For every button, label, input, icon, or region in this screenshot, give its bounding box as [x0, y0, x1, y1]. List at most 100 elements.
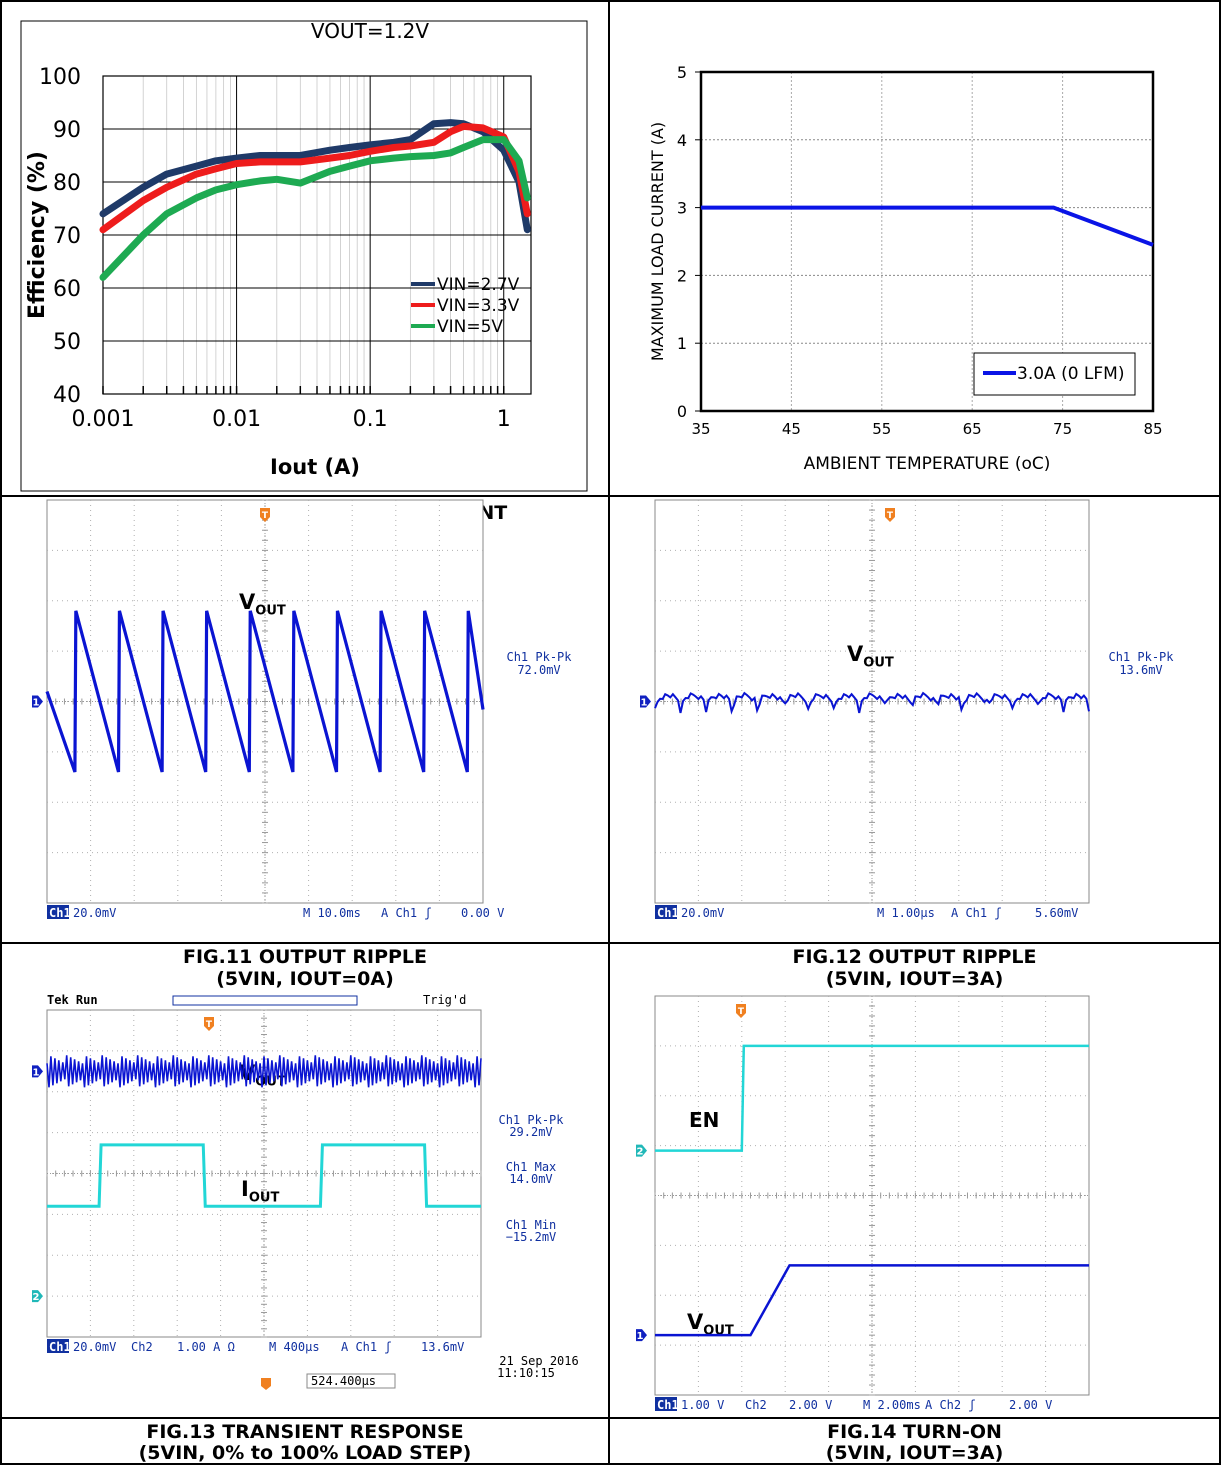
y-axis-label: Efficiency (%)	[25, 151, 50, 319]
trigger-marker-text: T	[206, 1020, 213, 1030]
status-trigger: A Ch1 ʃ	[381, 906, 432, 920]
readout-value-0: 29.2mV	[509, 1125, 552, 1139]
status-ch1-scale: 20.0mV	[681, 906, 724, 920]
y-tick-label: 60	[53, 277, 81, 302]
trigger-pos-icon	[261, 1378, 271, 1390]
trace-label-en: EN	[689, 1108, 719, 1132]
header-right: Trig'd	[423, 993, 466, 1007]
status-ch1-scale: 20.0mV	[73, 1340, 116, 1354]
caption-fig14-line2: (5VIN, IOUT=3A)	[825, 1442, 1004, 1464]
y-tick-label: 4	[677, 131, 687, 150]
record-bar	[172, 995, 358, 1006]
channel-marker-label: 1	[33, 698, 40, 709]
channel-marker-label: 2	[637, 1147, 644, 1158]
status-trigger: A Ch1 ʃ	[951, 906, 1002, 920]
trigger-marker-text: T	[738, 1007, 745, 1017]
series-line-0	[701, 205, 1154, 247]
x-tick-label: 0.001	[72, 407, 135, 432]
status-trigger: A Ch2 ʃ	[925, 1398, 976, 1412]
readout-label: Ch1 Pk-Pk	[1108, 650, 1174, 664]
y-tick-label: 2	[677, 266, 687, 285]
trigger-marker-text: T	[887, 511, 894, 521]
y-tick-label: 0	[677, 402, 687, 421]
scope-trace-ch1	[46, 1055, 482, 1088]
border-top	[0, 0, 1221, 2]
channel-marker-label: 2	[33, 1292, 40, 1303]
channel-marker	[32, 1290, 43, 1303]
status-ch2-scale: 1.00 A Ω	[177, 1340, 235, 1354]
caption-fig11-line1: FIG.11 OUTPUT RIPPLE	[182, 946, 428, 968]
status-trigger: A Ch1 ʃ	[341, 1340, 392, 1354]
x-axis-label: AMBIENT TEMPERATURE (oC)	[804, 454, 1051, 474]
status-ch1-label: Ch1	[49, 906, 71, 920]
plot-area	[699, 70, 1155, 413]
y-tick-label: 100	[39, 65, 81, 90]
y-tick-label: 70	[53, 224, 81, 249]
status-trigger-level: 5.60mV	[1035, 906, 1078, 920]
trigger-pos-value: 524.400µs	[311, 1374, 376, 1388]
x-tick-label: 65	[963, 420, 982, 438]
y-tick-label: 80	[53, 171, 81, 196]
trigger-pos-box	[306, 1373, 396, 1389]
readout-label: Ch1 Pk-Pk	[506, 650, 572, 664]
x-tick-label: 1	[497, 407, 511, 432]
border-left	[0, 0, 2, 1465]
scope-trace-ch1	[45, 610, 485, 773]
status-timebase: M 10.0ms	[303, 906, 361, 920]
channel-marker-label: 1	[637, 1331, 644, 1342]
readout-label-2: Ch1 Min	[506, 1218, 557, 1232]
border-right	[1219, 0, 1221, 1465]
series-line-2	[99, 136, 531, 281]
status-timebase: M 2.00ms	[863, 1398, 921, 1412]
caption-fig13-line2: (5VIN, 0% to 100% LOAD STEP)	[138, 1442, 472, 1464]
channel-marker	[640, 695, 651, 708]
x-tick-label: 55	[872, 420, 891, 438]
status-timebase: M 400µs	[269, 1340, 320, 1354]
caption-fig12-line1: FIG.12 OUTPUT RIPPLE	[792, 946, 1037, 968]
y-tick-label: 3	[677, 199, 687, 218]
caption-fig13-line1: FIG.13 TRANSIENT RESPONSE	[146, 1421, 464, 1443]
trigger-marker-text: T	[262, 511, 269, 521]
status-ch1-scale: 20.0mV	[73, 906, 116, 920]
y-tick-label: 90	[53, 118, 81, 143]
legend-label-0: VIN=2.7V	[437, 275, 520, 295]
y-axis-label: MAXIMUM LOAD CURRENT (A)	[648, 122, 667, 361]
status-ch1-label: Ch1	[49, 1340, 71, 1354]
series-line-1	[99, 122, 531, 234]
time: 11:10:15	[497, 1366, 555, 1380]
scope-trace-ch2	[655, 1044, 1089, 1152]
caption-fig14-line1: FIG.14 TURN-ON	[827, 1421, 1002, 1443]
x-tick-label: 45	[782, 420, 801, 438]
scope-trace-ch1	[655, 1264, 1089, 1337]
row-divider-1	[0, 495, 1221, 497]
border-bottom	[0, 1463, 1221, 1465]
x-tick-label: 0.01	[212, 407, 261, 432]
trace-label-vout: VOUT	[239, 590, 286, 618]
scope-trace-ch1	[654, 691, 1090, 715]
status-ch1-box	[47, 905, 69, 919]
x-tick-label: 0.1	[353, 407, 388, 432]
legend-label-0: 3.0A (0 LFM)	[1017, 364, 1124, 384]
trigger-marker	[204, 1017, 214, 1031]
channel-marker	[636, 1144, 647, 1157]
trigger-marker	[885, 508, 895, 522]
status-timebase: M 1.00µs	[877, 906, 935, 920]
channel-marker	[636, 1329, 647, 1342]
readout-label-0: Ch1 Pk-Pk	[498, 1113, 564, 1127]
status-ch1-label: Ch1	[657, 1398, 679, 1412]
column-divider	[608, 0, 610, 1465]
readout-value-1: 14.0mV	[509, 1172, 552, 1186]
trace-label-vout: VOUT	[847, 642, 894, 670]
date: 21 Sep 2016	[499, 1354, 578, 1368]
caption-fig12-line2: (5VIN, IOUT=3A)	[825, 968, 1004, 990]
x-tick-label: 35	[691, 420, 710, 438]
readout-value: 72.0mV	[517, 663, 560, 677]
row-divider-2	[0, 942, 1221, 944]
trigger-marker	[736, 1004, 746, 1018]
status-ch1-box	[47, 1339, 69, 1353]
